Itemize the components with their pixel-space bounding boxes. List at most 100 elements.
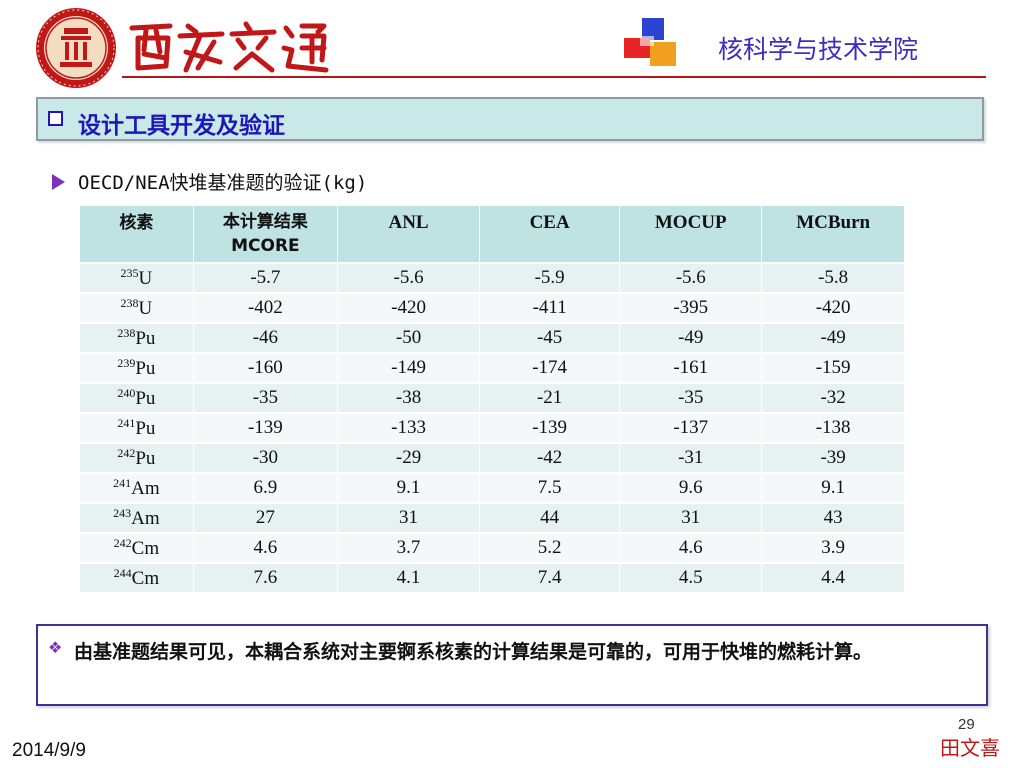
value-cell: 27: [193, 502, 338, 533]
value-cell: -402: [193, 292, 338, 323]
mass-number: 241: [113, 476, 132, 490]
value-cell: 44: [479, 502, 621, 533]
author-name: 田文喜: [940, 736, 1000, 760]
nuclide-cell: 243Am: [80, 502, 194, 533]
table-row: 239Pu -160 -149 -174 -161 -159: [80, 352, 904, 383]
value-cell: -137: [619, 412, 763, 443]
mass-number: 240: [117, 386, 136, 400]
value-cell: 31: [619, 502, 763, 533]
table-row: 235U -5.7 -5.6 -5.9 -5.6 -5.8: [80, 262, 904, 293]
mass-number: 239: [117, 356, 136, 370]
value-cell: 9.1: [337, 472, 481, 503]
table-body: 235U -5.7 -5.6 -5.9 -5.6 -5.8 238U -402 -420 -411…: [80, 262, 904, 592]
value-cell: -50: [337, 322, 481, 353]
value-cell: -35: [193, 382, 338, 413]
value-cell: -21: [479, 382, 621, 413]
mass-number: 244: [113, 566, 132, 580]
value-cell: -411: [479, 292, 621, 323]
table-row: 241Am 6.9 9.1 7.5 9.6 9.1: [80, 472, 904, 503]
table-row: 243Am 27 31 44 31 43: [80, 502, 904, 533]
value-cell: 4.6: [193, 532, 338, 563]
value-cell: 4.6: [619, 532, 763, 563]
header-mcore: 本计算结果 MCORE: [193, 206, 338, 263]
value-cell: -31: [619, 442, 763, 473]
value-cell: -5.6: [337, 262, 481, 293]
arrow-right-icon: [52, 174, 65, 190]
element-symbol: Pu: [135, 418, 156, 439]
value-cell: -5.7: [193, 262, 338, 293]
value-cell: 4.1: [337, 562, 481, 592]
nuclide-cell: 235U: [80, 262, 194, 293]
table-subtitle: OECD/NEA快堆基准题的验证(kg): [78, 172, 368, 194]
value-cell: -420: [761, 292, 904, 323]
mass-number: 243: [113, 506, 132, 520]
value-cell: -161: [619, 352, 763, 383]
table-row: 241Pu -139 -133 -139 -137 -138: [80, 412, 904, 443]
diamond-cluster-icon: ❖: [48, 638, 63, 657]
nuclide-cell: 241Am: [80, 472, 194, 503]
checkbox-icon: [48, 111, 63, 126]
value-cell: -32: [761, 382, 904, 413]
header-nuclide: 核素: [80, 206, 194, 263]
table-row: 238Pu -46 -50 -45 -49 -49: [80, 322, 904, 353]
nuclide-cell: 242Pu: [80, 442, 194, 473]
value-cell: 7.4: [479, 562, 621, 592]
nuclide-cell: 238U: [80, 292, 194, 323]
element-symbol: Pu: [135, 328, 156, 349]
value-cell: 7.6: [193, 562, 338, 592]
element-symbol: Pu: [135, 388, 156, 409]
element-symbol: Am: [131, 478, 160, 499]
table-row: 242Pu -30 -29 -42 -31 -39: [80, 442, 904, 473]
header-anl: ANL: [337, 206, 481, 263]
value-cell: 9.1: [761, 472, 904, 503]
university-seal-icon: [36, 8, 116, 88]
element-symbol: Am: [131, 508, 160, 529]
slide-date: 2014/9/9: [12, 740, 86, 761]
mass-number: 235: [120, 266, 139, 280]
decorative-squares-icon: [624, 18, 676, 66]
header-divider: [122, 76, 986, 78]
table-row: 244Cm 7.6 4.1 7.4 4.5 4.4: [80, 562, 904, 592]
value-cell: -395: [619, 292, 763, 323]
mass-number: 238: [120, 296, 139, 310]
value-cell: -149: [337, 352, 481, 383]
element-symbol: Pu: [135, 448, 156, 469]
value-cell: 3.9: [761, 532, 904, 563]
section-title-bar: 设计工具开发及验证: [36, 97, 984, 141]
value-cell: -133: [337, 412, 481, 443]
page-number: 29: [958, 716, 975, 733]
value-cell: -159: [761, 352, 904, 383]
element-symbol: Cm: [131, 568, 160, 589]
header-mocup: MOCUP: [619, 206, 763, 263]
burnup-comparison-table: 核素 本计算结果 MCORE ANL CEA MOCUP MCBurn 235U…: [80, 206, 904, 592]
value-cell: -46: [193, 322, 338, 353]
element-symbol: U: [138, 268, 153, 289]
value-cell: -420: [337, 292, 481, 323]
value-cell: 4.5: [619, 562, 763, 592]
conclusion-text: 由基准题结果可见，本耦合系统对主要锕系核素的计算结果是可靠的，可用于快堆的燃耗计…: [74, 641, 873, 663]
value-cell: -29: [337, 442, 481, 473]
table-row: 238U -402 -420 -411 -395 -420: [80, 292, 904, 323]
mass-number: 242: [113, 536, 132, 550]
value-cell: -49: [619, 322, 763, 353]
value-cell: -139: [193, 412, 338, 443]
value-cell: -174: [479, 352, 621, 383]
table-row: 240Pu -35 -38 -21 -35 -32: [80, 382, 904, 413]
value-cell: -35: [619, 382, 763, 413]
value-cell: 4.4: [761, 562, 904, 592]
college-name: 核科学与技术学院: [718, 35, 919, 64]
value-cell: -39: [761, 442, 904, 473]
section-title: 设计工具开发及验证: [78, 113, 285, 139]
header-mcburn: MCBurn: [761, 206, 904, 263]
nuclide-cell: 241Pu: [80, 412, 194, 443]
mass-number: 241: [117, 416, 136, 430]
mass-number: 238: [117, 326, 136, 340]
value-cell: -42: [479, 442, 621, 473]
value-cell: -38: [337, 382, 481, 413]
value-cell: 43: [761, 502, 904, 533]
value-cell: -160: [193, 352, 338, 383]
value-cell: 5.2: [479, 532, 621, 563]
value-cell: -49: [761, 322, 904, 353]
element-symbol: U: [138, 298, 153, 319]
nuclide-cell: 239Pu: [80, 352, 194, 383]
